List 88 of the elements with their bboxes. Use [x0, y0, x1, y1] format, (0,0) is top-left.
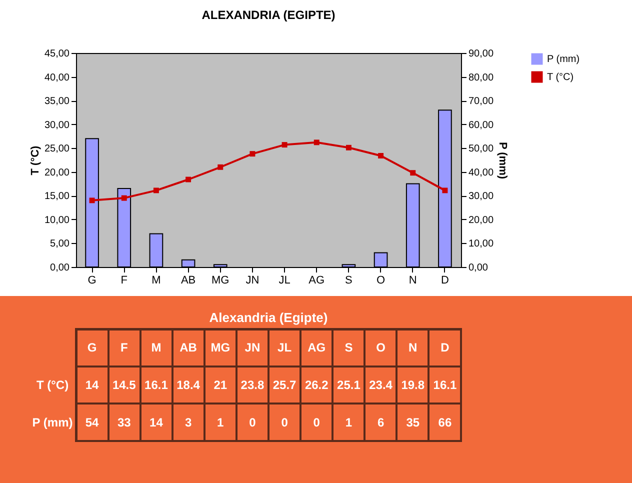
point [89, 198, 95, 204]
y-tick-label: 10,00 [44, 214, 70, 226]
y2-axis-title: P (mm) [496, 142, 509, 180]
category-label: AG [308, 340, 326, 355]
x-tick-label: N [408, 274, 417, 286]
data-label: 54 [85, 415, 100, 430]
x-tick-label: AG [308, 274, 325, 286]
category-label: G [87, 340, 97, 355]
y2-tick-label: 40,00 [468, 167, 494, 178]
y-axis-title: T (°C) [29, 145, 42, 176]
text: T (°C) [36, 378, 69, 392]
y-tick-label: 0,00 [50, 262, 70, 274]
y2-tick-label: 50,00 [468, 144, 494, 155]
y2-tick-label: 90,00 [468, 48, 494, 60]
data-label: 1 [217, 415, 224, 430]
y-tick-label: 15,00 [44, 191, 70, 202]
point [378, 152, 384, 158]
legend-label: P (mm) [547, 54, 580, 65]
y2-tick-label: 0,00 [468, 262, 488, 274]
legend-label: T (°C) [547, 72, 574, 83]
data-label: 14 [150, 415, 164, 430]
x-tick-label: MG [212, 274, 230, 286]
x-tick-label: F [120, 274, 128, 286]
y-tick-label: 35,00 [44, 96, 70, 108]
category-label: N [408, 340, 418, 355]
y-tick-label: 30,00 [44, 120, 70, 131]
chart-title: ALEXANDRIA (EGIPTE) [202, 8, 336, 22]
data-label: 0 [249, 415, 256, 430]
category-label: AB [180, 340, 197, 355]
category-label: S [344, 340, 353, 355]
data-label: 18.4 [176, 378, 200, 392]
point [121, 195, 127, 201]
text: P (mm) [32, 415, 73, 430]
data-label: 3 [184, 415, 192, 430]
y-tick-label: 5,00 [50, 238, 70, 250]
category-label: D [440, 340, 450, 355]
data-label: 21 [214, 378, 228, 392]
x-tick-label: JL [278, 274, 290, 286]
y-tick-label: 45,00 [44, 48, 70, 60]
y-tick-label: 20,00 [44, 167, 70, 178]
x-tick-label: S [345, 274, 352, 286]
data-label: 25.7 [272, 378, 297, 392]
data-label: 25.1 [337, 378, 361, 392]
data-label: 66 [438, 415, 452, 430]
category-label: M [151, 340, 162, 355]
x-tick-label: JN [246, 274, 260, 286]
point [153, 188, 159, 194]
y2-tick-label: 20,00 [468, 214, 494, 226]
point [250, 151, 256, 157]
x-tick-label: D [440, 274, 449, 286]
text: Alexandria (Egipte) [209, 310, 328, 325]
data-label: 26.2 [304, 378, 329, 392]
y2-tick-label: 30,00 [468, 191, 494, 202]
y2-tick-label: 80,00 [468, 72, 494, 84]
x-tick-label: O [376, 274, 386, 286]
category-label: F [120, 340, 128, 355]
y-tick-label: 40,00 [44, 72, 70, 84]
category-label: JL [278, 340, 292, 355]
point [218, 164, 224, 170]
point [282, 142, 288, 148]
y2-tick-label: 60,00 [468, 120, 494, 131]
category-label: O [376, 340, 386, 355]
data-label: 1 [345, 415, 352, 430]
data-label: 0 [281, 415, 288, 430]
point [186, 176, 192, 182]
data-label: 19.8 [401, 378, 425, 392]
data-label: 14.5 [112, 378, 136, 392]
point [314, 140, 320, 146]
data-label: 16.1 [433, 378, 457, 392]
x-tick-label: G [88, 274, 96, 286]
data-label: 35 [406, 415, 420, 430]
data-label: 0 [313, 415, 320, 430]
x-tick-label: AB [180, 274, 196, 286]
x-tick-label: M [152, 274, 161, 286]
y2-tick-label: 70,00 [468, 96, 494, 108]
data-label: 16.1 [144, 378, 168, 392]
y-tick-label: 25,00 [44, 144, 70, 155]
category-label: MG [210, 340, 230, 355]
point [410, 170, 416, 176]
data-label: 23.8 [240, 378, 264, 392]
point [442, 188, 448, 194]
y2-tick-label: 10,00 [468, 238, 494, 250]
data-label: 23.4 [369, 378, 393, 392]
data-label: 14 [85, 378, 100, 392]
data-label: 6 [377, 415, 384, 430]
data-label: 33 [117, 415, 132, 430]
point [346, 144, 352, 150]
category-label: JN [244, 340, 260, 355]
